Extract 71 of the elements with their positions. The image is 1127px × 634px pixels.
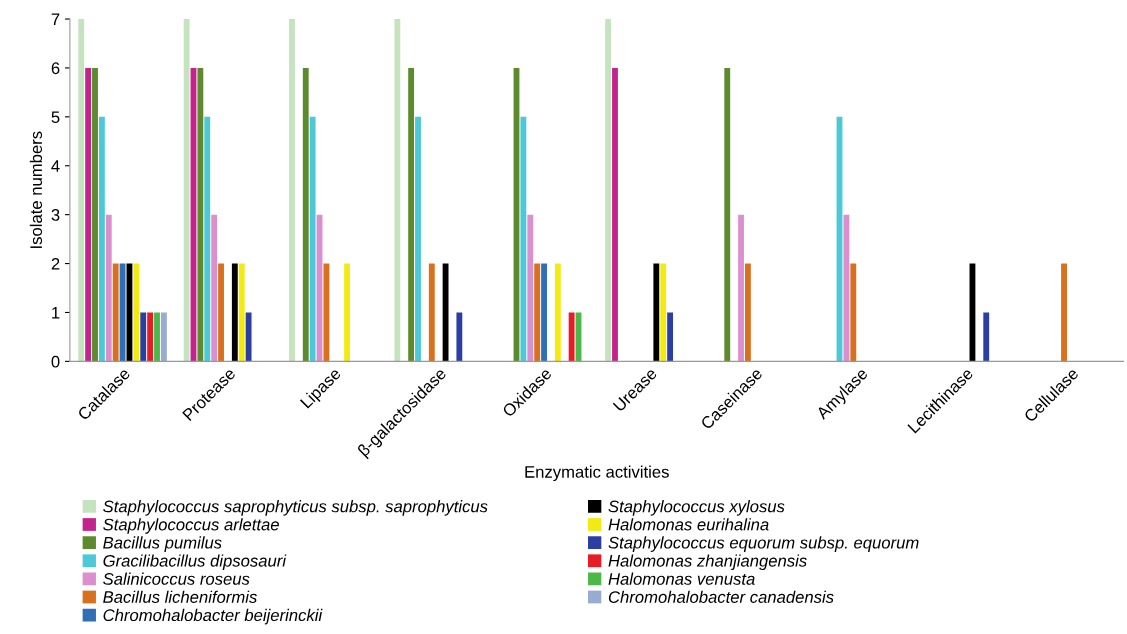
legend-label: Bacillus licheniformis xyxy=(103,590,257,603)
bar xyxy=(160,312,167,362)
bar xyxy=(534,263,541,362)
bar xyxy=(527,214,534,362)
bar xyxy=(605,19,612,362)
bar xyxy=(520,116,527,362)
y-tick-label: 7 xyxy=(51,13,60,26)
legend-label: Staphylococcus xylosus xyxy=(608,500,785,516)
bar xyxy=(843,214,850,362)
y-tick-label: 2 xyxy=(51,257,60,270)
x-axis-title: Enzymatic activities xyxy=(525,465,669,482)
bar xyxy=(154,312,160,362)
legend-label: Bacillus pumilus xyxy=(103,536,222,552)
bar xyxy=(1061,263,1067,362)
bar xyxy=(204,116,211,362)
bar xyxy=(344,263,351,362)
y-tick-label: 4 xyxy=(51,160,60,172)
bar xyxy=(850,263,857,362)
bar xyxy=(541,263,547,362)
bar xyxy=(667,312,674,362)
bar xyxy=(408,67,415,362)
bar xyxy=(133,263,140,362)
bar xyxy=(211,214,218,362)
legend-label: Staphylococcus arlettae xyxy=(103,518,279,534)
legend-label: Staphylococcus equorum subsp. equorum xyxy=(608,536,919,552)
legend-label: Halomonas eurihalina xyxy=(608,518,769,531)
bar xyxy=(554,263,561,362)
bar xyxy=(302,67,309,362)
bar xyxy=(428,263,435,362)
legend-label: Gracilibacillus dipsosauri xyxy=(103,554,287,571)
bar xyxy=(147,312,154,362)
legend-label: Chromohalobacter canadensis xyxy=(608,590,834,603)
bar xyxy=(231,263,238,362)
bar xyxy=(289,19,295,362)
bar xyxy=(92,67,98,362)
y-tick-label: 6 xyxy=(51,62,60,75)
y-tick-label: 3 xyxy=(51,209,60,221)
bar xyxy=(218,263,224,362)
bar xyxy=(653,263,660,362)
legend-label: Salinicoccus roseus xyxy=(103,572,250,585)
legend-label: Halomonas zhanjiangensis xyxy=(608,554,807,571)
bar xyxy=(568,312,575,362)
bar xyxy=(98,116,105,362)
bar xyxy=(78,19,85,362)
bar xyxy=(456,312,463,362)
bar xyxy=(238,263,245,362)
y-axis-title: Isolate numbers xyxy=(29,131,43,248)
bar xyxy=(112,263,119,362)
y-tick-label: 5 xyxy=(51,111,60,124)
bar xyxy=(245,312,252,362)
bar xyxy=(415,116,421,362)
legend-label: Chromohalobacter beijerinckii xyxy=(103,608,323,625)
bar xyxy=(323,263,330,362)
bar xyxy=(983,312,990,362)
y-tick-label: 1 xyxy=(52,307,60,319)
bar xyxy=(744,263,751,362)
legend-label: Halomonas venusta xyxy=(608,572,755,585)
bar xyxy=(612,67,618,362)
bar xyxy=(724,67,731,362)
bar xyxy=(105,214,112,362)
legend-label: Staphylococcus saprophyticus subsp. saprophyticus xyxy=(103,500,488,516)
bar xyxy=(394,19,401,362)
bar xyxy=(197,67,204,362)
bar xyxy=(309,116,316,362)
y-tick-label: 0 xyxy=(51,355,60,368)
bar xyxy=(660,263,667,362)
bar xyxy=(140,312,147,362)
bar xyxy=(442,263,449,362)
bar xyxy=(85,67,92,362)
bar xyxy=(183,19,190,362)
bar xyxy=(738,214,744,362)
